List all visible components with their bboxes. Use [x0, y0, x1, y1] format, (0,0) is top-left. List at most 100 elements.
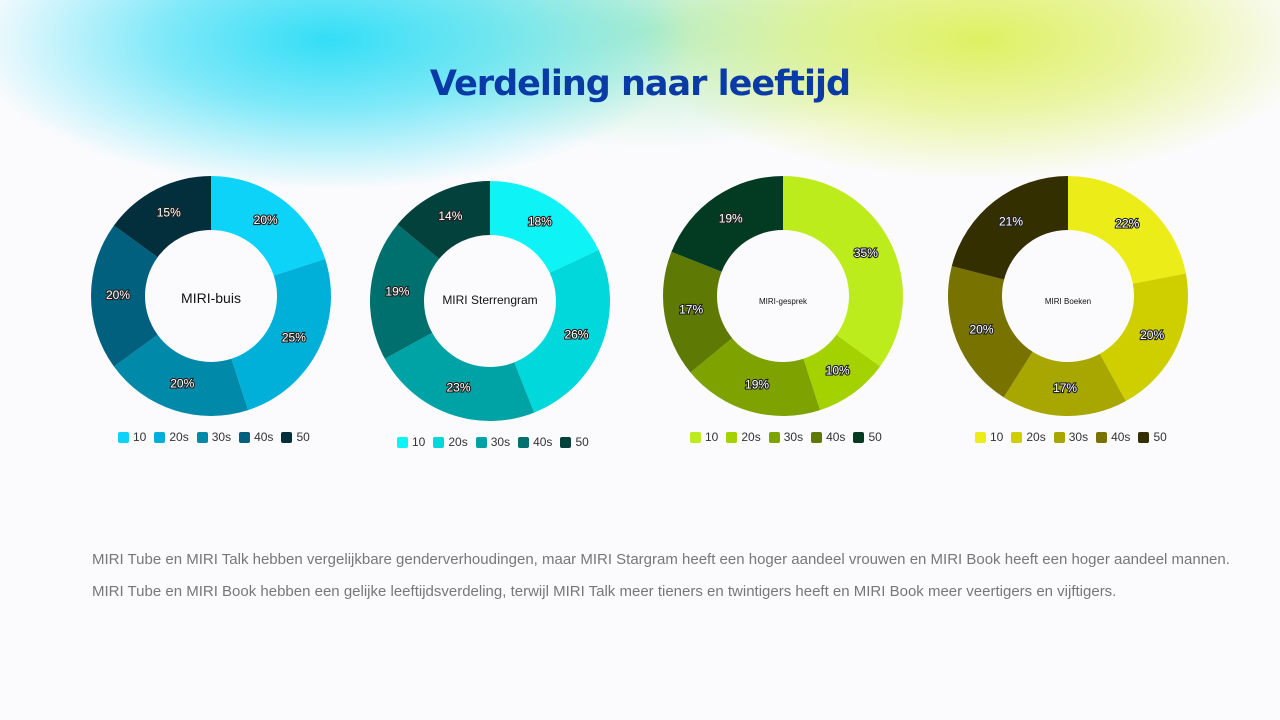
- legend-label: 40s: [533, 435, 553, 449]
- legend-label: 30s: [783, 430, 804, 444]
- segment-value-label: 17%: [1053, 381, 1077, 395]
- center-label: MIRI-gesprek: [758, 297, 807, 306]
- legend-item-20s[interactable]: 20s: [433, 435, 468, 449]
- legend-swatch-icon: [811, 431, 823, 443]
- legend-label: 20s: [448, 435, 468, 449]
- legend: 10 20s 30s 40s 50: [397, 435, 589, 449]
- legend-item-50[interactable]: 50: [281, 430, 310, 444]
- legend-item-20s[interactable]: 20s: [726, 430, 761, 444]
- donut-segment-50: [951, 176, 1068, 280]
- donut-segment-30s: [113, 334, 249, 416]
- legend-swatch-icon: [1011, 431, 1023, 443]
- legend-label: 30s: [211, 430, 232, 444]
- segment-value-label: 20%: [1140, 328, 1164, 342]
- legend-label: 40s: [826, 430, 846, 444]
- legend-label: 10: [990, 430, 1004, 444]
- donut-segment-20s: [514, 249, 610, 413]
- donut-chart-miri-gesprek: 35% 10% 19% 17% 19% MIRI-gesprek 10 20s 30s 40s…: [643, 156, 923, 456]
- legend-item-50[interactable]: 50: [853, 430, 882, 444]
- legend-item-40s[interactable]: 40s: [518, 435, 552, 449]
- segment-value-label: 20%: [254, 213, 278, 227]
- legend-label: 20s: [1026, 430, 1046, 444]
- donut-segment-40s: [663, 251, 733, 373]
- legend-item-10[interactable]: 10: [397, 435, 425, 449]
- legend-item-40s[interactable]: 40s: [811, 430, 845, 444]
- segment-value-label: 19%: [385, 284, 409, 298]
- legend-item-10[interactable]: 10: [975, 430, 1003, 444]
- legend-swatch-icon: [560, 436, 572, 448]
- donut-segment-10: [211, 176, 326, 276]
- donut-segment-40s: [91, 225, 158, 367]
- legend-item-50[interactable]: 50: [1138, 430, 1167, 444]
- segment-value-label: 14%: [438, 209, 462, 223]
- legend-item-30s[interactable]: 30s: [475, 435, 511, 449]
- legend-swatch-icon: [768, 431, 780, 443]
- legend-label: 50: [575, 435, 589, 449]
- segment-value-label: 22%: [1115, 217, 1139, 231]
- legend: 10 20s 30s 40s 50: [690, 430, 882, 444]
- segment-value-label: 20%: [170, 377, 194, 391]
- donut-segment-50: [113, 176, 211, 258]
- donut-segment-50: [397, 181, 490, 259]
- legend-label: 20s: [169, 430, 189, 444]
- legend-item-30s[interactable]: 30s: [1053, 430, 1089, 444]
- legend-swatch-icon: [154, 431, 166, 443]
- segment-value-label: 21%: [999, 215, 1023, 229]
- donut-segment-40s: [948, 266, 1033, 398]
- legend-label: 10: [133, 430, 147, 444]
- donut-segment-30s: [1003, 351, 1126, 417]
- legend-label: 50: [296, 430, 310, 444]
- legend: 10 20s 30s 40s 50: [118, 430, 310, 444]
- center-label: MIRI-buis: [181, 290, 241, 306]
- legend-item-20s[interactable]: 20s: [1011, 430, 1046, 444]
- segment-value-label: 23%: [446, 381, 470, 395]
- legend-swatch-icon: [1096, 431, 1108, 443]
- segment-value-label: 15%: [157, 205, 181, 219]
- legend-swatch-icon: [196, 431, 208, 443]
- legend-item-20s[interactable]: 20s: [154, 430, 189, 444]
- legend-swatch-icon: [1138, 431, 1150, 443]
- legend-label: 30s: [490, 435, 511, 449]
- legend-label: 30s: [1068, 430, 1089, 444]
- donut-segment-10: [783, 176, 903, 367]
- legend-item-50[interactable]: 50: [560, 435, 589, 449]
- legend-swatch-icon: [726, 431, 738, 443]
- legend-swatch-icon: [281, 431, 293, 443]
- donut-segment-10: [1068, 176, 1186, 284]
- legend-item-10[interactable]: 10: [118, 430, 146, 444]
- donut-segment-20s: [231, 258, 331, 411]
- segment-value-label: 25%: [282, 330, 306, 344]
- legend-label: 20s: [741, 430, 761, 444]
- segment-value-label: 17%: [679, 303, 703, 317]
- segment-value-label: 19%: [745, 377, 769, 391]
- legend-item-40s[interactable]: 40s: [239, 430, 273, 444]
- legend-swatch-icon: [975, 431, 986, 443]
- legend-swatch-icon: [239, 431, 251, 443]
- segment-value-label: 26%: [564, 327, 588, 341]
- donut-segment-10: [490, 181, 599, 273]
- legend-swatch-icon: [397, 436, 408, 448]
- legend-item-30s[interactable]: 30s: [196, 430, 232, 444]
- legend-item-10[interactable]: 10: [690, 430, 718, 444]
- page-title: Verdeling naar leeftijd: [429, 64, 851, 104]
- segment-value-label: 20%: [970, 322, 994, 336]
- legend-swatch-icon: [433, 436, 445, 448]
- note-age: MIRI Tube en MIRI Book hebben een gelijk…: [92, 583, 1117, 600]
- segment-value-label: 35%: [854, 246, 878, 260]
- donut-svg: 22% 20% 17% 20% 21%: [948, 176, 1188, 417]
- legend: 10 20s 30s 40s 50: [975, 430, 1167, 444]
- donut-segment-30s: [384, 332, 535, 421]
- donut-segment-30s: [690, 338, 821, 417]
- segment-value-label: 20%: [106, 288, 130, 302]
- center-label: MIRI Sterrengram: [442, 293, 538, 307]
- segment-value-label: 10%: [826, 363, 850, 377]
- legend-swatch-icon: [690, 431, 701, 443]
- center-label: MIRI Boeken: [1044, 297, 1092, 306]
- segment-value-label: 19%: [719, 211, 743, 225]
- note-gender: MIRI Tube en MIRI Talk hebben vergelijkb…: [92, 551, 1230, 568]
- legend-label: 40s: [254, 430, 274, 444]
- donut-segment-50: [671, 176, 783, 272]
- legend-label: 50: [1153, 430, 1167, 444]
- legend-item-40s[interactable]: 40s: [1096, 430, 1130, 444]
- legend-item-30s[interactable]: 30s: [768, 430, 804, 444]
